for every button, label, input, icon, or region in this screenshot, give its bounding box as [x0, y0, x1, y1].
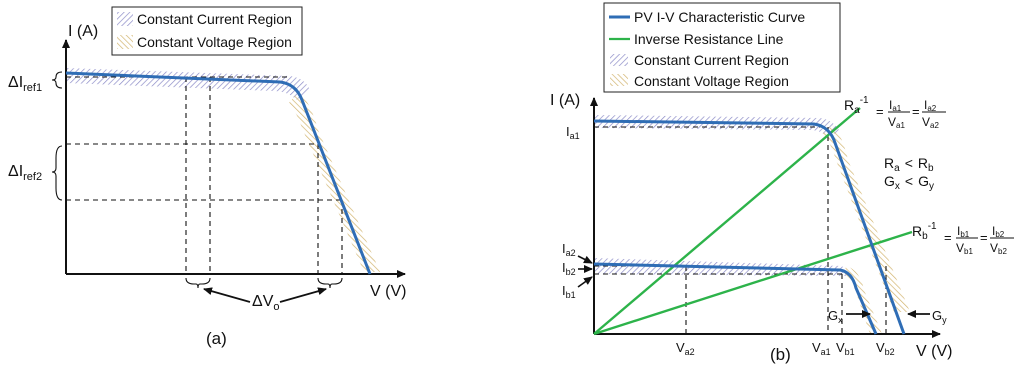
panel-b: PV I-V Characteristic Curve Inverse Resi…: [550, 2, 1014, 364]
brace-iref2: [51, 145, 63, 201]
tick-ia2: Ia2: [562, 241, 576, 258]
svg-text:=: =: [944, 230, 952, 245]
panel-a-x-label: V (V): [370, 283, 406, 300]
delta-vo-arrow-right: [279, 287, 327, 303]
svg-text:Ia1: Ia1: [889, 98, 902, 113]
equation-ra: Ra-1 = Ia1 Va1 = Ia2 Va2: [844, 95, 946, 130]
tick-ib2: Ib2: [562, 260, 576, 277]
tick-vb1: Vb1: [836, 340, 855, 357]
cc-region-a: [66, 68, 310, 100]
tick-va1: Va1: [812, 340, 831, 357]
brace-iref1: [51, 71, 63, 89]
legend-cv-label: Constant Voltage Region: [137, 34, 292, 50]
legend-cv-label-b: Constant Voltage Region: [634, 73, 789, 89]
delta-vo-arrow-left: [203, 287, 251, 303]
ia2-arrow: [577, 255, 593, 264]
inverse-resistance-line-b: [593, 230, 913, 336]
tick-va2: Va2: [676, 340, 695, 357]
svg-text:Ia2: Ia2: [924, 98, 937, 113]
delta-vo-label: ΔVo: [252, 293, 279, 313]
svg-text:Va2: Va2: [922, 115, 939, 130]
delta-iref1-label: ΔIref1: [8, 74, 42, 94]
svg-text:Ra-1: Ra-1: [844, 95, 869, 116]
legend-line-label: Inverse Resistance Line: [634, 31, 784, 47]
svg-text:Va1: Va1: [888, 115, 905, 130]
brace-vo-left: [185, 277, 211, 289]
delta-iref2-label: ΔIref2: [8, 163, 42, 183]
panel-b-y-label: I (A): [550, 92, 580, 109]
svg-text:Ib2: Ib2: [992, 224, 1005, 239]
legend-cc-label-b: Constant Current Region: [634, 52, 789, 68]
svg-text:Rb-1: Rb-1: [912, 221, 937, 242]
panel-a-legend: Constant Current Region Constant Voltage…: [111, 6, 303, 56]
iv-curve-a: [65, 71, 372, 275]
cv-region-b1: [822, 125, 910, 312]
equation-rb: Rb-1 = Ib1 Vb1 = Ib2 Vb2: [912, 221, 1014, 256]
panel-b-legend: PV I-V Characteristic Curve Inverse Resi…: [603, 2, 841, 93]
tick-vb2: Vb2: [876, 340, 895, 357]
gx-label: Gx: [828, 308, 843, 325]
legend-curve-label: PV I-V Characteristic Curve: [634, 9, 805, 25]
panel-a-y-label: I (A): [68, 23, 98, 40]
tick-ib1: Ib1: [562, 283, 576, 300]
svg-text:Vb2: Vb2: [990, 241, 1007, 256]
caption-b: (b): [770, 345, 791, 364]
inverse-resistance-line-a: [593, 107, 861, 335]
panel-a: Constant Current Region Constant Voltage…: [8, 6, 406, 348]
cv-legend-swatch-b: [610, 74, 628, 86]
svg-text:=: =: [876, 104, 884, 119]
cc-legend-swatch: [117, 12, 133, 26]
inequality-r: Ra < Rb: [884, 155, 934, 174]
caption-a: (a): [206, 329, 227, 348]
brace-vo-right: [317, 277, 343, 289]
gy-label: Gy: [932, 308, 947, 325]
tick-ia1: Ia1: [566, 124, 580, 141]
legend-cc-label: Constant Current Region: [137, 11, 292, 27]
iv-curve-b-upper: [593, 119, 906, 335]
svg-text:=: =: [980, 230, 988, 245]
cc-region-b1: [594, 115, 840, 136]
ib1-arrow: [577, 276, 593, 288]
cv-legend-swatch: [117, 35, 133, 49]
svg-text:Vb1: Vb1: [956, 241, 973, 256]
inequality-g: Gx < Gy: [884, 173, 934, 192]
cc-legend-swatch-b: [610, 54, 628, 66]
panel-b-x-label: V (V): [916, 343, 952, 360]
svg-text:Ib1: Ib1: [957, 224, 970, 239]
iv-curve-b-lower: [593, 262, 878, 335]
svg-text:=: =: [912, 104, 920, 119]
